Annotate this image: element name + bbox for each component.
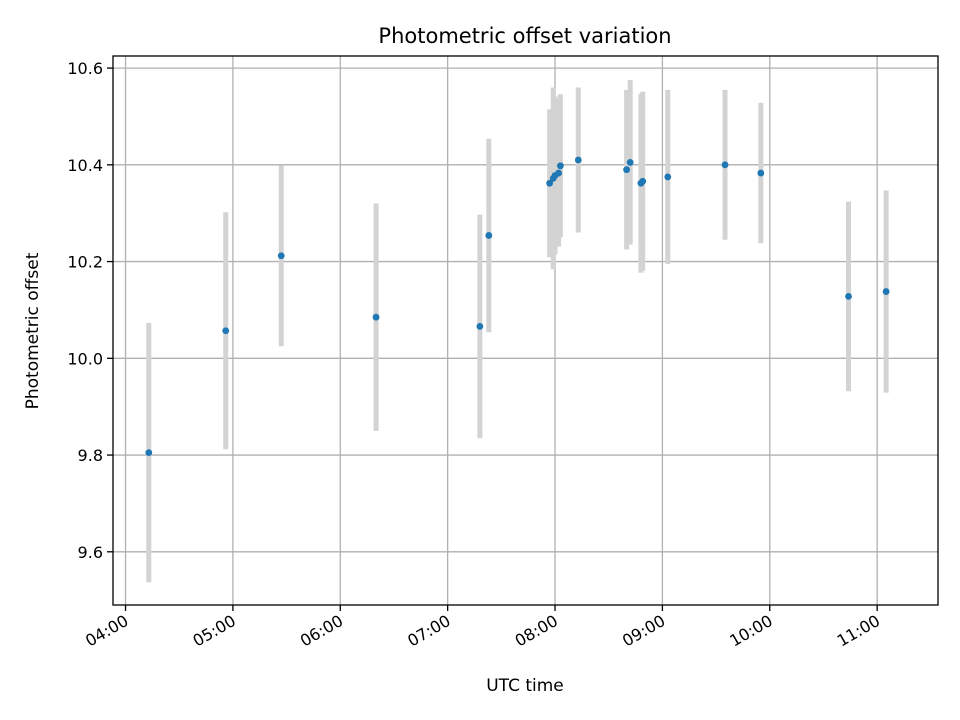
- data-point: [574, 156, 582, 164]
- y-tick-label: 9.8: [78, 446, 103, 465]
- data-point: [485, 232, 493, 239]
- data-point: [882, 288, 890, 295]
- data-point: [277, 252, 285, 260]
- data-point: [623, 166, 631, 174]
- data-point: [546, 179, 554, 187]
- data-point: [555, 169, 563, 177]
- data-point: [845, 292, 852, 300]
- chart-title: Photometric offset variation: [378, 24, 671, 48]
- data-point: [222, 327, 230, 335]
- data-point: [626, 159, 634, 166]
- data-point: [476, 322, 484, 330]
- data-point: [556, 162, 564, 170]
- plot-background: [113, 56, 938, 605]
- y-tick-label: 9.6: [78, 543, 103, 562]
- y-axis: 9.6 9.8 10.0 10.2 10.4 10.6: [67, 59, 113, 562]
- axes-frame: [112, 55, 939, 606]
- y-tick-label: 10.0: [67, 349, 103, 368]
- data-point: [757, 169, 765, 177]
- y-tick-label: 10.6: [67, 59, 103, 78]
- data-point: [664, 173, 672, 181]
- data-point: [639, 177, 647, 185]
- x-axis-label: UTC time: [486, 676, 564, 696]
- y-tick-label: 10.2: [67, 253, 103, 272]
- data-point: [372, 313, 380, 321]
- data-points: [145, 156, 890, 457]
- y-axis-label: Photometric offset: [23, 252, 43, 409]
- data-point: [721, 161, 729, 169]
- plot-area: [112, 55, 939, 606]
- data-point: [145, 449, 153, 457]
- grid: [113, 56, 938, 605]
- y-tick-label: 10.4: [67, 156, 103, 175]
